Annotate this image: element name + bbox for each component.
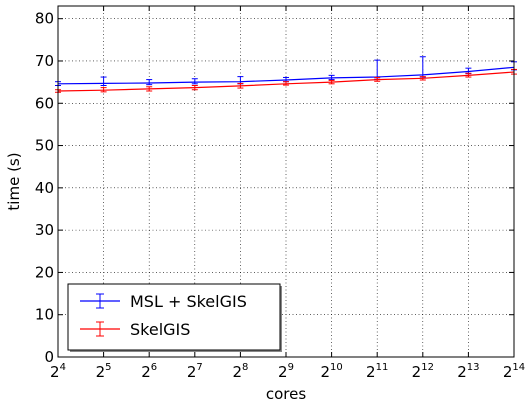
y-tick-label: 60 (35, 94, 54, 112)
legend-item: MSL + SkelGIS (80, 292, 247, 311)
x-tick-label: 213 (457, 362, 479, 381)
x-tick-label: 26 (141, 362, 157, 381)
x-tick-label: 28 (232, 362, 248, 381)
error-bar (191, 78, 198, 85)
error-bar (283, 81, 289, 86)
y-tick-label: 50 (35, 137, 54, 155)
x-axis-label: cores (266, 385, 306, 403)
error-bar (419, 56, 426, 78)
y-tick-label: 0 (44, 348, 54, 366)
y-tick-label: 10 (35, 306, 54, 324)
x-tick-label: 211 (366, 362, 388, 381)
error-bar (237, 76, 244, 85)
legend-label: MSL + SkelGIS (130, 292, 247, 311)
error-bar (100, 87, 107, 93)
legend-box (67, 283, 281, 351)
x-tick-label: 210 (320, 362, 342, 381)
error-bar (328, 79, 335, 85)
legend-label: SkelGIS (130, 320, 190, 339)
series-2 (55, 68, 517, 93)
x-tick-label: 212 (412, 362, 434, 381)
axis-ticks: 0 10 20 30 40 50 60 70 80 24 25 26 27 28 29 210 211 212 21… (35, 6, 525, 381)
x-tick-label: 25 (96, 362, 112, 381)
x-tick-label: 29 (278, 362, 294, 381)
legend-item: SkelGIS (80, 320, 190, 339)
error-bar (419, 76, 426, 81)
error-bar (237, 82, 244, 89)
y-tick-label: 30 (35, 221, 54, 239)
error-bar (465, 72, 472, 78)
y-tick-label: 80 (35, 10, 54, 28)
error-bar (191, 85, 198, 91)
x-tick-label: 24 (50, 362, 66, 381)
y-tick-label: 70 (35, 52, 54, 70)
error-bar (374, 76, 381, 82)
x-tick-label: 214 (503, 362, 525, 381)
error-bar (328, 74, 335, 81)
error-bar (100, 76, 107, 87)
y-tick-label: 40 (35, 179, 54, 197)
y-tick-label: 20 (35, 263, 54, 281)
error-bar (146, 86, 153, 92)
x-tick-label: 27 (187, 362, 203, 381)
legend: MSL + SkelGIS SkelGIS (67, 283, 282, 352)
error-bar (146, 79, 153, 86)
y-axis-label: time (s) (5, 152, 23, 210)
